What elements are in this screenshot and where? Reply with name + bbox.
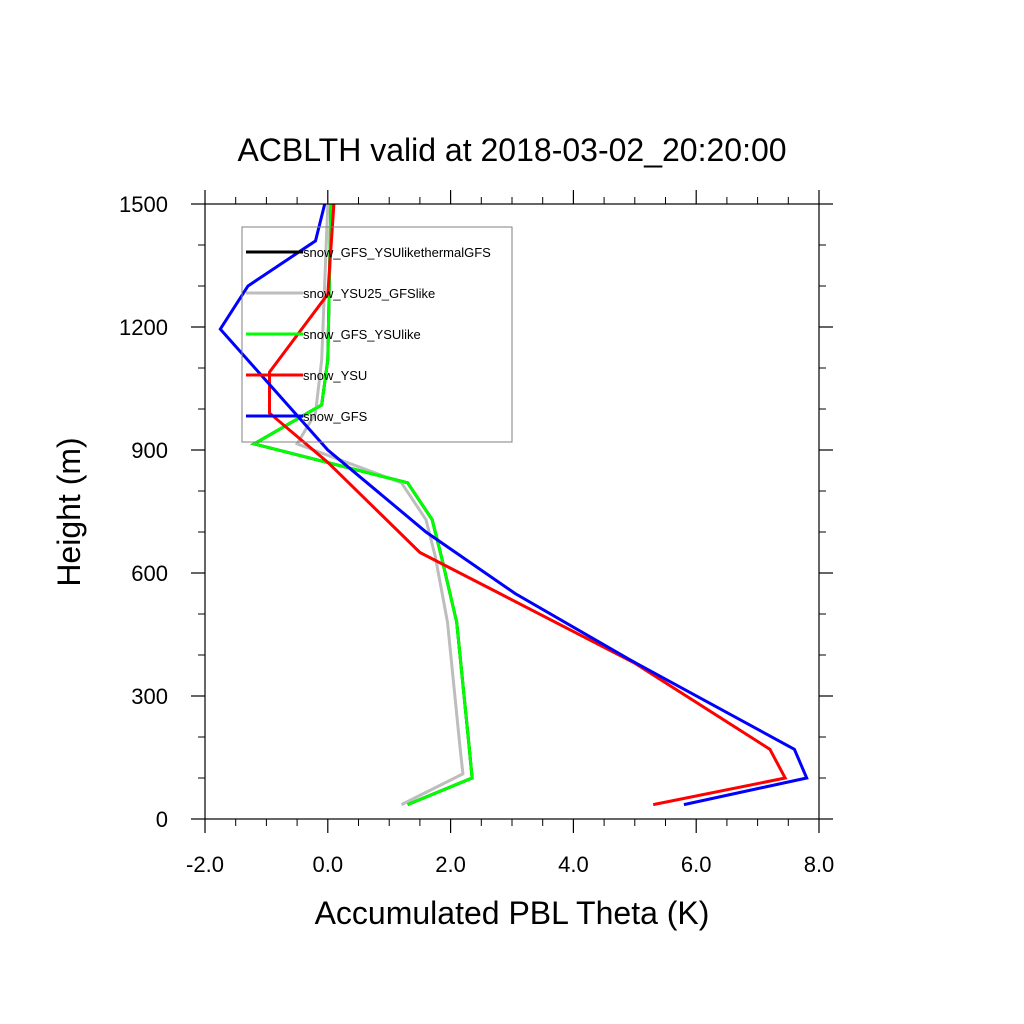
legend: snow_GFS_YSUlikethermalGFS snow_YSU25_GFS… bbox=[241, 226, 513, 443]
x-tick-label: 0.0 bbox=[313, 852, 344, 877]
y-tick-label: 0 bbox=[156, 807, 168, 832]
legend-label-0: snow_GFS_YSUlikethermalGFS bbox=[303, 245, 491, 260]
x-tick-label: -2.0 bbox=[186, 852, 224, 877]
x-tick-label: 8.0 bbox=[804, 852, 835, 877]
y-tick-label: 300 bbox=[131, 684, 168, 709]
series-line-2 bbox=[250, 203, 474, 806]
y-tick-label: 900 bbox=[131, 438, 168, 463]
chart-title: ACBLTH valid at 2018-03-02_20:20:00 bbox=[237, 132, 786, 168]
legend-label-2: snow_GFS_YSUlike bbox=[303, 327, 421, 342]
x-axis-label: Accumulated PBL Theta (K) bbox=[315, 895, 710, 931]
plot-area: -2.0 0.0 2.0 4.0 6.0 8.0 0 300 600 900 1200 1500 bbox=[119, 190, 834, 877]
legend-box bbox=[241, 226, 513, 443]
y-tick-label: 1200 bbox=[119, 315, 168, 340]
series-line-4 bbox=[218, 203, 809, 807]
y-axis-label: Height (m) bbox=[51, 437, 87, 586]
legend-label-1: snow_YSU25_GFSlike bbox=[303, 286, 435, 301]
x-tick-label: 6.0 bbox=[681, 852, 712, 877]
x-tick-label: 4.0 bbox=[558, 852, 589, 877]
legend-label-3: snow_YSU bbox=[303, 368, 367, 383]
y-tick-label: 1500 bbox=[119, 192, 168, 217]
legend-label-4: snow_GFS bbox=[303, 409, 368, 424]
series-line-3 bbox=[268, 203, 788, 807]
x-tick-label: 2.0 bbox=[435, 852, 466, 877]
series-line-1 bbox=[294, 203, 465, 806]
y-tick-label: 600 bbox=[131, 561, 168, 586]
